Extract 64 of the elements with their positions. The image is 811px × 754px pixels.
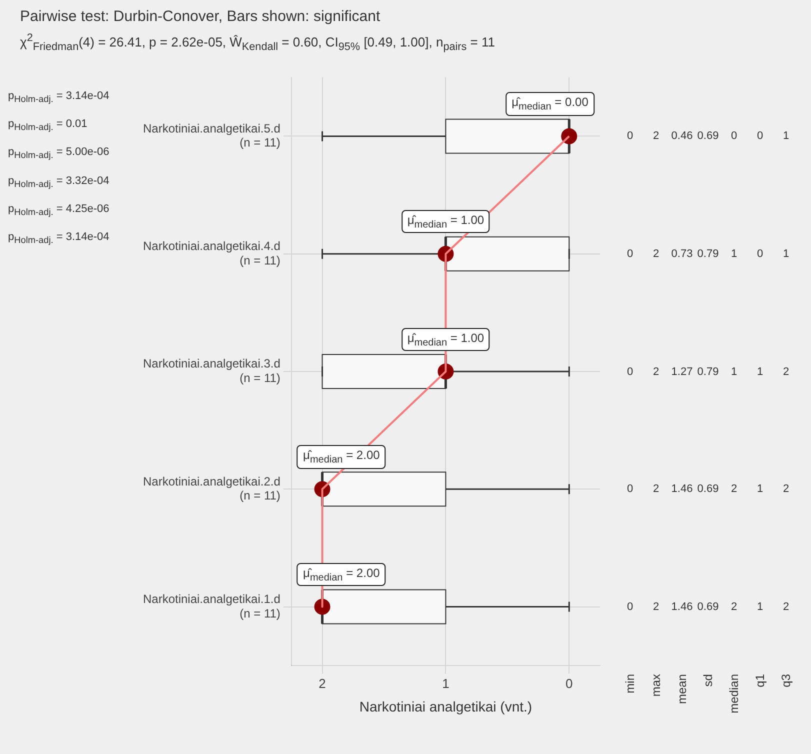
annotation: μ̂$_{median}$ = 2.00 bbox=[297, 562, 386, 586]
text: p$_{Holm-adj.}$ = 5.00e-06 bbox=[8, 146, 110, 161]
data-label: 2 bbox=[652, 483, 660, 496]
data-label: 0 bbox=[756, 130, 764, 142]
x-tick-label: median bbox=[727, 674, 741, 713]
data-label: 0 bbox=[626, 248, 634, 260]
data-label: 0 bbox=[756, 248, 764, 260]
x-tick-label: sd bbox=[701, 674, 715, 686]
y-tick-label: Narkotiniai.analgetikai.4.d (n = 11) bbox=[142, 238, 280, 268]
text: p$_{Holm-adj.}$ = 4.25e-06 bbox=[8, 202, 110, 217]
annotation: μ̂$_{median}$ = 0.00 bbox=[506, 92, 594, 116]
data-label: 2 bbox=[730, 600, 738, 613]
text: p$_{Holm-adj.}$ = 0.01 bbox=[8, 118, 88, 132]
x-tick-label: 0 bbox=[566, 676, 573, 691]
data-label: 1 bbox=[782, 248, 790, 260]
x-axis-title: Narkotiniai analgetikai (vnt.) bbox=[359, 698, 532, 714]
data-label: 2 bbox=[652, 248, 660, 260]
y-tick-label: Narkotiniai.analgetikai.2.d (n = 11) bbox=[142, 474, 280, 503]
data-label: 2 bbox=[652, 600, 660, 613]
annotation: μ̂$_{median}$ = 1.00 bbox=[401, 210, 490, 234]
data-label: 0.46 bbox=[670, 130, 694, 142]
data-label: 0.69 bbox=[696, 600, 720, 613]
data-label: 0.69 bbox=[696, 130, 720, 142]
data-label: 1 bbox=[756, 366, 764, 378]
text: p$_{Holm-adj.}$ = 3.32e-04 bbox=[8, 174, 110, 189]
text: p$_{Holm-adj.}$ = 3.14e-04 bbox=[8, 90, 110, 104]
data-label: 0 bbox=[626, 366, 634, 378]
x-tick-label: q1 bbox=[753, 674, 767, 687]
x-tick-label: 1 bbox=[442, 676, 450, 691]
text: χ$^{2}$$_{Friedman}$(4) = 26.41, p = 2.62e-05, Ŵ$_{Kendall}$ = 0.60, CI$_{95%}$ [0.49, 1.00], n$_{pairs}$ = 11 bbox=[20, 32, 495, 53]
data-label: 1 bbox=[730, 248, 738, 260]
data-label: 2 bbox=[782, 600, 790, 613]
data-label: 0 bbox=[730, 130, 738, 142]
chart-title: Pairwise test: Durbin-Conover, Bars shown: significant bbox=[20, 8, 380, 25]
data-label: 1 bbox=[782, 130, 790, 142]
data-label: 0 bbox=[626, 483, 634, 496]
data-label: 2 bbox=[730, 483, 738, 496]
text: p$_{Holm-adj.}$ = 3.14e-04 bbox=[8, 230, 110, 246]
x-tick-label: q3 bbox=[779, 674, 793, 687]
data-label: 0.69 bbox=[696, 483, 720, 496]
data-label: 0.79 bbox=[696, 248, 720, 260]
annotation: μ̂$_{median}$ = 2.00 bbox=[297, 445, 386, 469]
annotation: μ̂$_{median}$ = 1.00 bbox=[401, 328, 490, 351]
data-label: 0.79 bbox=[696, 366, 720, 378]
y-tick-label: Narkotiniai.analgetikai.1.d (n = 11) bbox=[142, 592, 280, 620]
data-label: 0.73 bbox=[670, 248, 694, 260]
data-label: 1 bbox=[730, 366, 738, 378]
data-label: 2 bbox=[782, 366, 790, 378]
data-label: 1.27 bbox=[670, 366, 694, 378]
y-tick-label: Narkotiniai.analgetikai.5.d (n = 11) bbox=[142, 121, 280, 150]
data-label: 0 bbox=[626, 600, 634, 613]
data-label: 1.46 bbox=[670, 483, 694, 496]
data-label: 2 bbox=[652, 130, 660, 142]
data-label: 2 bbox=[782, 483, 790, 496]
data-label: 1 bbox=[756, 483, 764, 496]
data-label: 2 bbox=[652, 366, 660, 378]
data-label: 1.46 bbox=[670, 600, 694, 613]
x-tick-label: max bbox=[649, 674, 663, 696]
data-label: 1 bbox=[756, 600, 764, 613]
x-tick-label: mean bbox=[675, 674, 689, 704]
y-tick-label: Narkotiniai.analgetikai.3.d (n = 11) bbox=[142, 356, 280, 386]
x-tick-label: 2 bbox=[318, 676, 326, 691]
data-label: 0 bbox=[626, 130, 634, 142]
x-tick-label: min bbox=[623, 674, 637, 693]
